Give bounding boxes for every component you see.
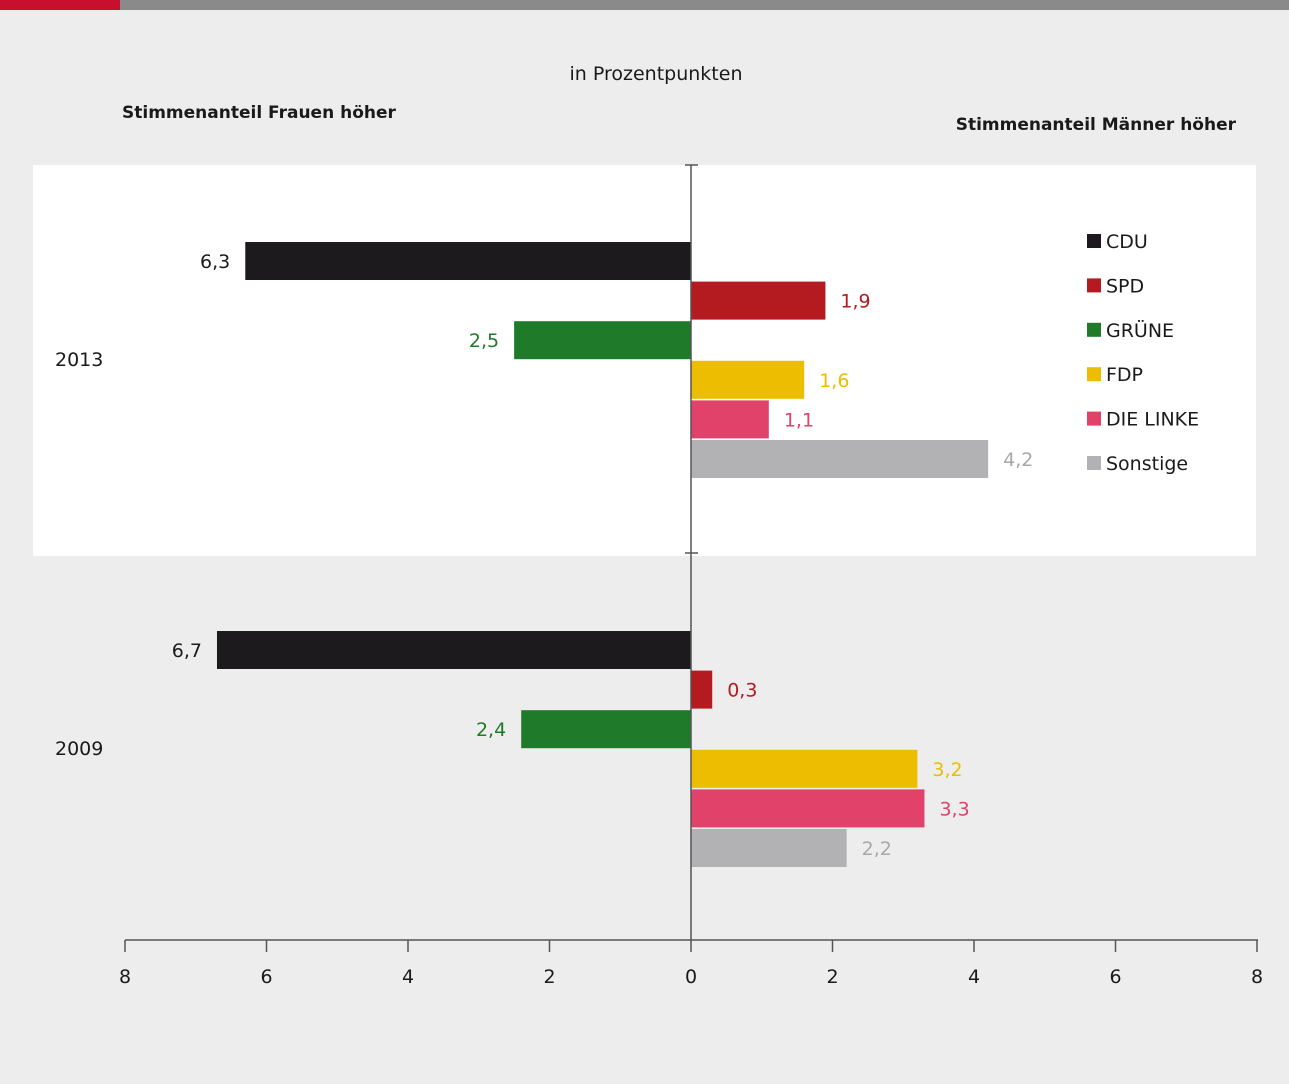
legend-swatch-spd xyxy=(1087,278,1101,293)
chart-subtitle: in Prozentpunkten xyxy=(570,63,743,85)
bar-sonstige-2009 xyxy=(691,829,847,867)
x-tick-label-neg2: 2 xyxy=(543,966,555,988)
data-label-gruene-2009: 2,4 xyxy=(476,719,506,741)
legend-swatch-fdp xyxy=(1087,367,1101,382)
header-accent xyxy=(0,0,120,10)
data-label-sonstige-2009: 2,2 xyxy=(862,838,892,860)
data-label-gruene-2013: 2,5 xyxy=(469,330,499,352)
data-label-cdu-2013: 6,3 xyxy=(200,251,230,273)
bar-cdu-2009 xyxy=(216,631,691,669)
bar-spd-2009 xyxy=(691,670,713,709)
bar-spd-2013 xyxy=(691,281,826,320)
header-bar xyxy=(0,0,1289,10)
data-label-cdu-2009: 6,7 xyxy=(172,640,202,662)
x-tick-label-neg8: 8 xyxy=(119,966,131,988)
highlight-panel-2013 xyxy=(33,165,1256,556)
legend-label-sonstige: Sonstige xyxy=(1106,453,1188,475)
value-labels-layer: 6,3 1,9 2,5 1,61,1 4,2 6,7 0,3 2,4 3,2 3,3 2,2 xyxy=(172,251,1034,860)
bar-cdu-2013 xyxy=(245,242,691,280)
legend-swatch-sonstige xyxy=(1087,456,1101,470)
left-direction-label: Stimmenanteil Frauen höher xyxy=(122,103,397,123)
legend-label-cdu: CDU xyxy=(1106,231,1148,253)
data-label-sonstige-2013: 4,2 xyxy=(1003,449,1033,471)
x-tick-label-pos2: 2 xyxy=(826,966,838,988)
legend: CDU SPD GRÜNE FDP DIE LINKE Sonstige xyxy=(1087,231,1199,475)
data-label-die-linke-2009: 3,3 xyxy=(939,798,969,820)
legend-swatch-die-linke xyxy=(1087,411,1101,426)
legend-label-spd: SPD xyxy=(1106,275,1144,297)
x-ticks-layer: 8 6 4 2 0 2 4 6 8 xyxy=(119,940,1263,988)
bar-fdp-2013 xyxy=(691,360,805,399)
x-tick-label-pos6: 6 xyxy=(1109,966,1121,988)
group-label-2009: 2009 xyxy=(55,738,103,760)
legend-label-fdp: FDP xyxy=(1106,364,1143,386)
bar-gruene-2009 xyxy=(521,710,691,749)
data-label-fdp-2013: 1,6 xyxy=(819,370,849,392)
bar-gruene-2013 xyxy=(514,321,691,360)
bar-sonstige-2013 xyxy=(691,440,989,478)
data-label-die-linke-2013: 1,1 xyxy=(784,409,814,431)
data-label-spd-2009: 0,3 xyxy=(727,680,757,702)
group-label-2013: 2013 xyxy=(55,349,103,371)
x-tick-label-neg6: 6 xyxy=(260,966,272,988)
bar-fdp-2009 xyxy=(691,749,918,788)
right-direction-label: Stimmenanteil Männer höher xyxy=(956,115,1237,135)
bar-die-linke-2013 xyxy=(691,400,769,439)
bars-layer xyxy=(216,242,989,867)
group-labels-layer: 2013 2009 xyxy=(55,349,103,760)
legend-label-gruene: GRÜNE xyxy=(1106,319,1174,342)
x-tick-label-zero0: 0 xyxy=(685,966,697,988)
data-label-spd-2013: 1,9 xyxy=(840,291,870,313)
data-label-fdp-2009: 3,2 xyxy=(932,759,962,781)
legend-swatch-gruene xyxy=(1087,322,1101,337)
x-tick-label-neg4: 4 xyxy=(402,966,414,988)
bar-die-linke-2009 xyxy=(691,789,925,828)
x-tick-label-pos8: 8 xyxy=(1251,966,1263,988)
legend-label-die-linke: DIE LINKE xyxy=(1106,409,1199,431)
legend-swatch-cdu xyxy=(1087,234,1101,248)
x-tick-label-pos4: 4 xyxy=(968,966,980,988)
